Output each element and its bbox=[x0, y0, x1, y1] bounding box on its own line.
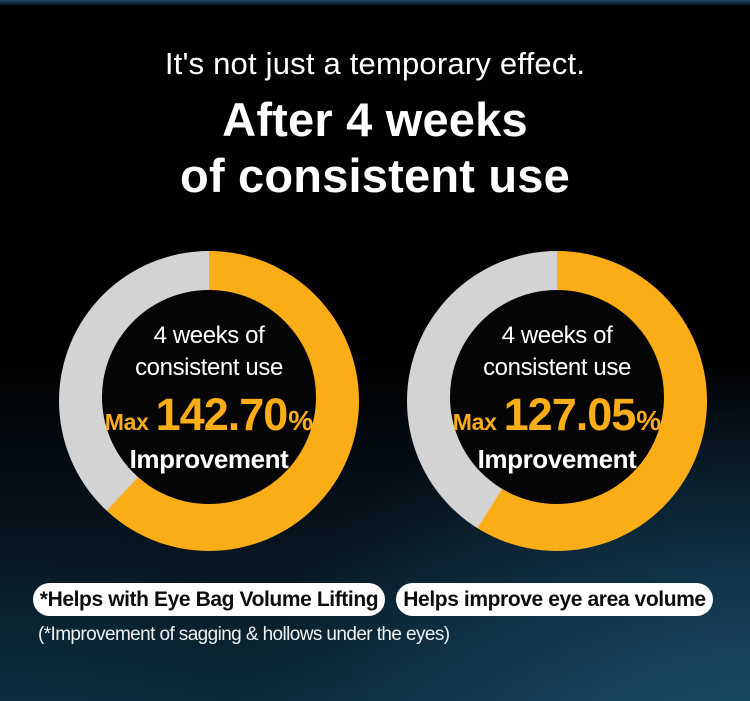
title-line-2: of consistent use bbox=[180, 149, 570, 202]
donut-left-center-line2: consistent use bbox=[135, 353, 283, 381]
donut-right-value-row: Max 127.05 % bbox=[453, 389, 661, 441]
donut-right-percent-sign: % bbox=[636, 404, 662, 436]
donut-right-center-line2: consistent use bbox=[483, 353, 631, 381]
donut-right-value: 127.05 bbox=[503, 388, 637, 440]
footnote-text: (*Improvement of sagging & hollows under… bbox=[38, 624, 450, 645]
donut-right-center: 4 weeks of consistent use Max 127.05 % I… bbox=[450, 290, 664, 504]
donut-left-value: 142.70 bbox=[155, 388, 289, 440]
donut-chart-right: 4 weeks of consistent use Max 127.05 % I… bbox=[407, 251, 707, 551]
caption-pill-left: *Helps with Eye Bag Volume Lifting bbox=[33, 583, 385, 616]
donut-left-value-row: Max 142.70 % bbox=[105, 389, 313, 441]
caption-pill-right: Helps improve eye area volume bbox=[396, 583, 713, 616]
page-title: After 4 weeks of consistent use bbox=[0, 92, 750, 204]
donut-left-max-label: Max bbox=[104, 408, 149, 435]
donut-left-improvement-label: Improvement bbox=[129, 443, 289, 474]
donut-chart-left: 4 weeks of consistent use Max 142.70 % I… bbox=[59, 251, 359, 551]
donut-right-max-label: Max bbox=[452, 408, 497, 435]
subtitle-text: It's not just a temporary effect. bbox=[164, 46, 586, 81]
donut-left-center: 4 weeks of consistent use Max 142.70 % I… bbox=[102, 290, 316, 504]
donut-left-center-line1: 4 weeks of bbox=[153, 321, 265, 349]
title-line-1: After 4 weeks bbox=[222, 93, 528, 146]
donut-left-percent-sign: % bbox=[288, 404, 314, 436]
donut-right-center-line1: 4 weeks of bbox=[501, 321, 613, 349]
donut-right-improvement-label: Improvement bbox=[477, 443, 637, 474]
top-accent-strip bbox=[0, 0, 750, 6]
